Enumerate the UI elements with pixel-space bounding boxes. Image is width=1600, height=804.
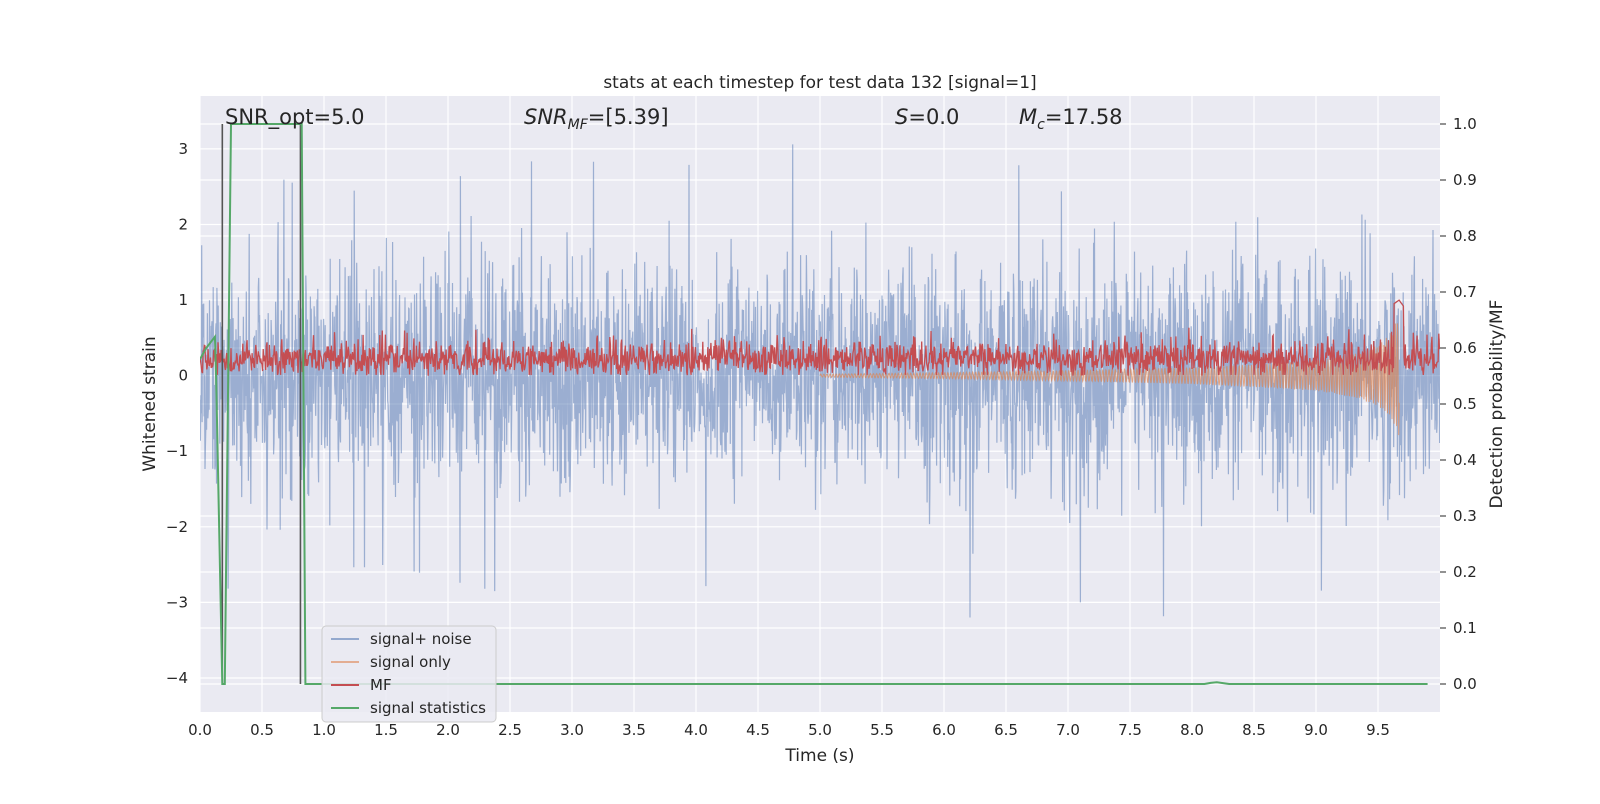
y-tick-label: −1 bbox=[166, 442, 188, 460]
y-right-tick-label: 0.3 bbox=[1453, 507, 1477, 525]
annotation-s: S=0.0 bbox=[895, 105, 959, 129]
legend-label-mf: MF bbox=[370, 676, 392, 694]
x-tick-label: 1.0 bbox=[312, 721, 336, 739]
y-tick-label: 1 bbox=[178, 291, 188, 309]
series-layer bbox=[200, 123, 1440, 685]
x-tick-label: 8.0 bbox=[1180, 721, 1204, 739]
x-tick-label: 9.5 bbox=[1366, 721, 1390, 739]
x-tick-label: 3.5 bbox=[622, 721, 646, 739]
y-right-tick-label: 0.7 bbox=[1453, 283, 1477, 301]
legend-box bbox=[321, 625, 497, 723]
y-axis-label: Whitened strain bbox=[140, 336, 160, 471]
x-tick-label: 0.0 bbox=[188, 721, 212, 739]
x-tick-label: 2.5 bbox=[498, 721, 522, 739]
x-tick-label: 3.0 bbox=[560, 721, 584, 739]
legend-label-signal-only: signal only bbox=[370, 653, 451, 671]
annotation-mc: Mc=17.58 bbox=[1019, 105, 1123, 133]
x-tick-label: 7.0 bbox=[1056, 721, 1080, 739]
y-right-tick-label: 0.4 bbox=[1453, 451, 1477, 469]
legend-label-signal-statistics: signal statistics bbox=[370, 699, 486, 717]
y-right-tick-label: 0.9 bbox=[1453, 171, 1477, 189]
y-tick-label: −2 bbox=[166, 518, 188, 536]
x-tick-label: 6.0 bbox=[932, 721, 956, 739]
x-tick-label: 8.5 bbox=[1242, 721, 1266, 739]
annotation-snr-mf: SNRMF=[5.39] bbox=[524, 105, 669, 133]
y-right-tick-label: 1.0 bbox=[1453, 115, 1477, 133]
legend-label-signal-noise: signal+ noise bbox=[370, 630, 472, 648]
y-right-tick-label: 0.5 bbox=[1453, 395, 1477, 413]
series-mf bbox=[200, 299, 1440, 377]
y-right-axis-label: Detection probability/MF bbox=[1487, 300, 1507, 509]
series-signal-noise bbox=[200, 144, 1440, 618]
x-tick-label: 5.5 bbox=[870, 721, 894, 739]
y-tick-labels: −4 −3 −2 −1 0 1 2 3 bbox=[166, 140, 188, 687]
legend: signal+ noise signal only MF signal stat… bbox=[321, 625, 497, 723]
x-tick-label: 1.5 bbox=[374, 721, 398, 739]
y-tick-label: −4 bbox=[166, 669, 188, 687]
series-signal-statistics bbox=[200, 123, 1428, 685]
x-tick-label: 7.5 bbox=[1118, 721, 1142, 739]
x-axis-label: Time (s) bbox=[784, 746, 854, 766]
y-tick-label: 3 bbox=[178, 140, 188, 158]
y-tick-label: 0 bbox=[178, 367, 188, 385]
y-right-tick-label: 0.1 bbox=[1453, 619, 1477, 637]
x-tick-label: 4.5 bbox=[746, 721, 770, 739]
x-tick-label: 6.5 bbox=[994, 721, 1018, 739]
x-tick-label: 9.0 bbox=[1304, 721, 1328, 739]
y-right-tick-labels: 0.0 0.1 0.2 0.3 0.4 0.5 0.6 0.7 0.8 0.9 1.0 bbox=[1440, 115, 1477, 693]
x-tick-label: 5.0 bbox=[808, 721, 832, 739]
x-tick-labels: 0.0 0.5 1.0 1.5 2.0 2.5 3.0 3.5 4.0 4.5 5.0 5.5 6.0 6… bbox=[188, 721, 1390, 739]
annotation-snr-opt: SNR_opt=5.0 bbox=[225, 105, 365, 130]
series-signal-only bbox=[819, 323, 1400, 436]
x-tick-label: 2.0 bbox=[436, 721, 460, 739]
y-right-tick-label: 0.6 bbox=[1453, 339, 1477, 357]
x-tick-label: 0.5 bbox=[250, 721, 274, 739]
chart-title: stats at each timestep for test data 132… bbox=[603, 73, 1036, 93]
y-tick-label: 2 bbox=[178, 215, 188, 233]
x-tick-label: 4.0 bbox=[684, 721, 708, 739]
y-right-tick-label: 0.2 bbox=[1453, 563, 1477, 581]
y-right-tick-label: 0.8 bbox=[1453, 227, 1477, 245]
y-right-tick-label: 0.0 bbox=[1453, 675, 1477, 693]
y-tick-label: −3 bbox=[166, 593, 188, 611]
